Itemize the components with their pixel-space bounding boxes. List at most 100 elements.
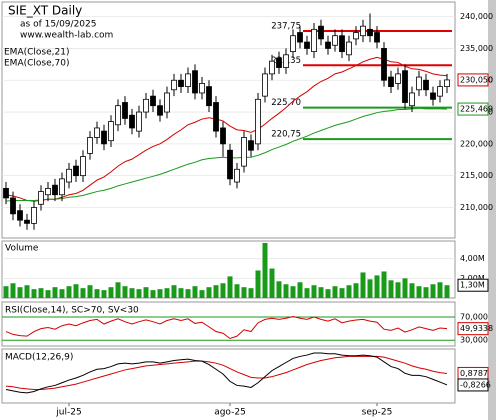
candle-body xyxy=(311,28,317,53)
candle-body xyxy=(339,35,345,53)
bar xyxy=(206,287,212,298)
bar xyxy=(87,285,93,298)
candle-body xyxy=(241,137,247,167)
candle-body xyxy=(220,127,226,145)
value-box-label: 225,469 xyxy=(460,105,493,114)
candle-body xyxy=(171,79,177,91)
bar xyxy=(171,285,177,298)
bar xyxy=(52,287,58,298)
bar xyxy=(108,287,114,298)
bar xyxy=(164,288,170,298)
bar xyxy=(10,283,16,298)
y-tick-label: 215,000 xyxy=(460,171,493,180)
candle-body xyxy=(360,25,366,37)
bar xyxy=(402,278,408,298)
bar xyxy=(444,285,450,298)
candle-body xyxy=(143,98,149,113)
bar xyxy=(311,285,317,298)
bar xyxy=(192,286,198,298)
candle-body xyxy=(122,102,128,119)
candle-body xyxy=(227,149,233,180)
candle-body xyxy=(101,130,107,145)
bar xyxy=(73,284,79,298)
bar xyxy=(290,286,296,298)
candle-body xyxy=(185,73,191,88)
candle-body xyxy=(80,156,86,177)
candle-body xyxy=(367,28,373,37)
bar xyxy=(101,290,107,298)
bar xyxy=(59,289,65,298)
candle-body xyxy=(150,95,156,107)
candle-body xyxy=(24,219,30,224)
bar xyxy=(262,242,268,298)
x-tick-label: sep-25 xyxy=(362,408,393,418)
level-label: 237,75 xyxy=(271,21,301,31)
bar xyxy=(122,286,128,298)
candle-body xyxy=(157,105,163,116)
series-line xyxy=(5,315,448,340)
candle-body xyxy=(206,86,212,107)
bar xyxy=(437,282,443,298)
ema-line xyxy=(5,107,448,202)
candle-body xyxy=(437,86,443,97)
bar xyxy=(388,280,394,298)
candle-body xyxy=(234,168,240,183)
candle-body xyxy=(66,168,72,183)
panel-frame xyxy=(1,301,456,347)
candle-body xyxy=(10,197,16,215)
bar xyxy=(234,284,240,298)
bar xyxy=(115,282,121,298)
legend-entry: EMA(Close,70) xyxy=(4,59,69,69)
candle-body xyxy=(353,32,359,40)
y-tick-label: 70,000 xyxy=(460,313,488,322)
candle-body xyxy=(374,32,380,43)
bar xyxy=(17,287,23,298)
bar xyxy=(269,268,275,298)
candle-body xyxy=(297,32,303,43)
bar xyxy=(213,285,219,298)
panel-title: MACD(12,26,9) xyxy=(5,353,73,363)
bar xyxy=(353,283,359,298)
bar xyxy=(346,285,352,298)
candle-body xyxy=(325,41,331,49)
candle-body xyxy=(318,25,324,40)
bar xyxy=(3,286,9,298)
series-line xyxy=(5,352,448,394)
candle-body xyxy=(381,48,387,81)
bar xyxy=(416,286,422,298)
value-box xyxy=(457,378,489,392)
level-label: 220,75 xyxy=(271,130,301,140)
candle-body xyxy=(108,121,114,142)
x-tick-label: jul-25 xyxy=(55,408,81,418)
bar xyxy=(157,289,163,298)
bar xyxy=(381,271,387,298)
candle-body xyxy=(52,184,58,196)
candle-body xyxy=(423,79,429,91)
bar xyxy=(360,272,366,298)
panel-title: RSI(Close,14), SC>70, SV<30 xyxy=(5,306,139,316)
bar xyxy=(178,288,184,298)
right-strip xyxy=(488,0,496,420)
candle-body xyxy=(248,140,254,151)
candle-body xyxy=(199,83,205,94)
value-box-label: -0,8266 xyxy=(460,380,491,389)
panel-frame xyxy=(1,348,456,404)
candle-body xyxy=(395,73,401,84)
y-tick-label: 210,000 xyxy=(460,203,493,212)
bar xyxy=(143,287,149,298)
panel-title: Volume xyxy=(5,244,39,254)
bar xyxy=(24,285,30,298)
x-tick-label: ago-25 xyxy=(214,408,246,418)
bar xyxy=(332,286,338,298)
legend-entry: EMA(Close,21) xyxy=(4,48,69,58)
candle-body xyxy=(276,57,282,68)
bar xyxy=(150,290,156,298)
y-tick-label: 240,000 xyxy=(460,12,493,21)
candle-body xyxy=(115,105,121,126)
bar xyxy=(94,289,100,298)
bar xyxy=(430,284,436,298)
candle-body xyxy=(269,60,275,75)
bar xyxy=(339,288,345,298)
candle-body xyxy=(73,165,79,177)
